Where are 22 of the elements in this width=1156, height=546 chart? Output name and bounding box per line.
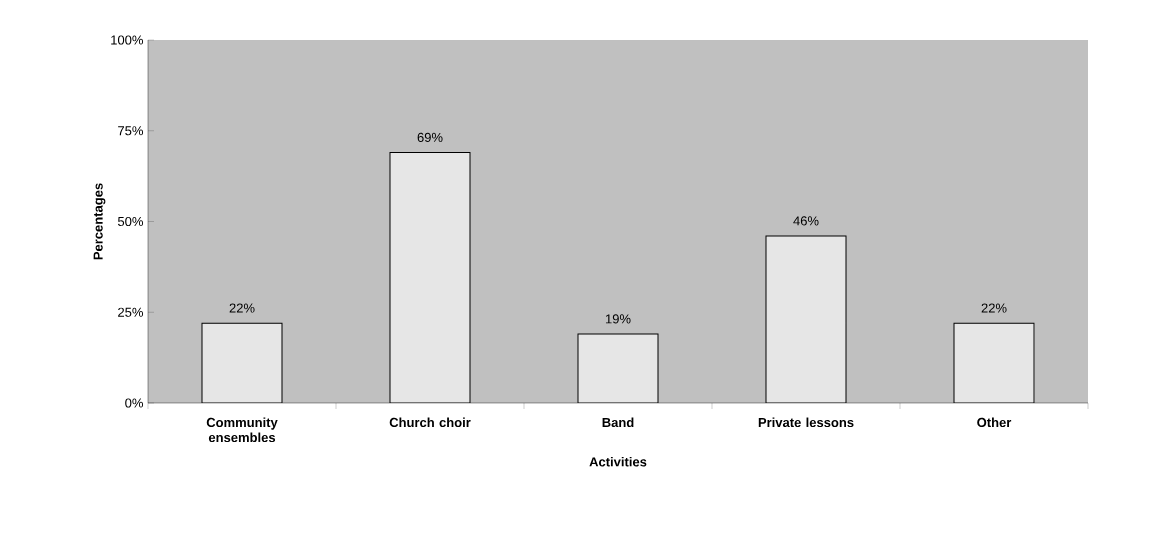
bar bbox=[201, 322, 283, 403]
data-label: 69% bbox=[417, 132, 443, 142]
bar bbox=[577, 333, 659, 403]
bar bbox=[389, 152, 471, 403]
y-tick-label: 25% bbox=[118, 307, 144, 317]
y-tick-label: 75% bbox=[118, 126, 144, 136]
y-tick-label: 100% bbox=[111, 35, 144, 45]
x-tick-label: Other bbox=[977, 417, 1012, 428]
data-label: 19% bbox=[605, 314, 631, 324]
x-tick-label: Community ensembles bbox=[206, 417, 278, 443]
y-axis-title: Percentages bbox=[93, 183, 106, 260]
bar bbox=[765, 235, 847, 403]
data-label: 46% bbox=[793, 216, 819, 226]
x-tick-label: Band bbox=[602, 417, 634, 428]
x-tick-label: Private lessons bbox=[758, 417, 854, 428]
data-label: 22% bbox=[981, 303, 1007, 313]
y-tick-label: 0% bbox=[125, 398, 144, 408]
data-label: 22% bbox=[229, 303, 255, 313]
bar bbox=[953, 322, 1035, 403]
x-axis-title: Activities bbox=[589, 456, 647, 467]
x-tick-label: Church choir bbox=[389, 417, 471, 428]
y-tick-label: 50% bbox=[117, 216, 144, 227]
